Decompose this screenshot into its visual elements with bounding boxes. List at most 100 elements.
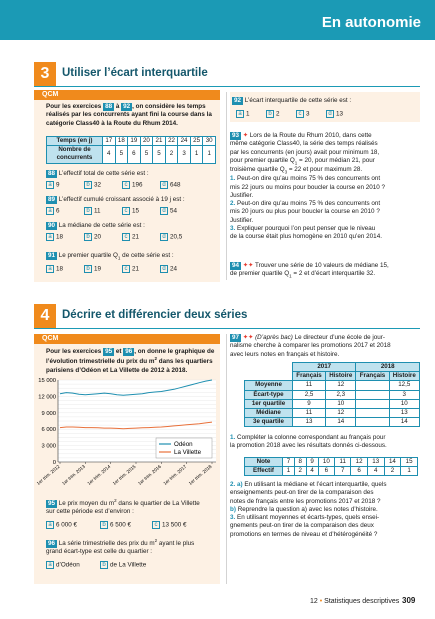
table-cell: 9 [291, 398, 327, 409]
col-francais: Français [291, 371, 327, 382]
column-divider [226, 92, 227, 280]
q94-body: 94 ✦✦ Trouver une série de 10 valeurs de… [230, 262, 422, 279]
x-tick-label: 1er trim. 2018 [188, 464, 213, 486]
y-tick-label: 15 000 [38, 378, 56, 384]
table-cell [355, 417, 390, 428]
q96-b[interactable]: b de La Villette [100, 561, 146, 570]
q95-c[interactable]: c 13 500 € [152, 521, 187, 530]
q91-c[interactable]: c 21 [122, 265, 139, 274]
ref-88: 88 [103, 103, 115, 111]
answer-text: 6 500 € [110, 521, 132, 529]
source-note: (D’après bac) [255, 334, 293, 341]
intro-text: , on considère les temps réalisés par le… [46, 103, 212, 127]
q91-d[interactable]: d 24 [160, 265, 177, 274]
table-cell: 6 [127, 145, 141, 164]
table-cell: 30 [202, 135, 216, 147]
table-cell: 14 [383, 456, 402, 468]
q89-b[interactable]: b 11 [84, 207, 101, 216]
table-cell: 11 [291, 407, 327, 419]
table-cell: 12,5 [388, 380, 421, 391]
intro-text: Pour les exercices [46, 348, 104, 355]
q92-box [230, 92, 420, 122]
part-number: b) [230, 505, 236, 513]
text-line: Peut-on dire qu’au moins 75 % des concur… [235, 200, 381, 208]
page-header-band [0, 0, 435, 40]
row-header: Effectif [244, 466, 283, 477]
q90-b[interactable]: b 20 [84, 233, 101, 242]
table-cell: 1 [400, 466, 418, 477]
q97-part2-3: 2. a) En utilisant la médiane et l’écart… [230, 481, 422, 539]
table-cell: 2,3 [325, 389, 357, 400]
q92-d[interactable]: d 13 [326, 110, 343, 119]
table-cell: 5 [152, 145, 166, 164]
q90-a[interactable]: a 18 [46, 233, 63, 242]
choice-letter: c [122, 181, 130, 189]
part-number: 1. [230, 175, 236, 183]
text-line: Le prix moyen du m [58, 500, 115, 508]
q89-d[interactable]: d 54 [160, 207, 177, 216]
answer-text: 18 [56, 233, 64, 241]
q91-number: 91 [46, 252, 58, 260]
text-line: gnements peut-on tirer de la comparaison… [230, 522, 374, 530]
table-cell: 7 [334, 466, 352, 477]
answer-text: 2 [276, 110, 280, 118]
q88-d[interactable]: d 648 [160, 181, 181, 190]
table-cell [355, 380, 390, 391]
section-4-title: Décrire et différencier deux séries [62, 309, 248, 321]
table-cell: 22 [164, 135, 179, 147]
table-cell: 14 [388, 417, 421, 428]
q92-text: L’écart interquartile de cette série est… [244, 97, 352, 104]
text-line: Compléter la colonne correspondant au fr… [235, 434, 386, 441]
table-cell: 11 [334, 456, 352, 468]
superscript: 2 [154, 538, 158, 543]
q88-b[interactable]: b 32 [84, 181, 101, 190]
q90-d[interactable]: d 20,5 [160, 233, 182, 242]
y-tick-label: 9 000 [41, 411, 56, 417]
table-cell: 8 [293, 456, 307, 468]
part-number: 3. [230, 225, 236, 233]
ref-96: 96 [123, 348, 135, 356]
choice-letter: b [84, 207, 92, 215]
row-header: Médiane [244, 407, 293, 419]
q90-c[interactable]: c 21 [122, 233, 139, 242]
q89-c[interactable]: c 15 [122, 207, 139, 216]
y-tick-label: 3 000 [41, 444, 56, 450]
answer-text: 13 [336, 110, 344, 118]
choice-letter: a [46, 521, 54, 529]
section-4-rule [34, 328, 420, 329]
grades-table: 2017 2018 Français Histoire Français Histoir… [244, 361, 421, 428]
q88-number: 88 [46, 170, 58, 178]
text-line: de la course était plus homogène en 2010… [230, 233, 382, 241]
table-cell [355, 407, 390, 419]
text-line: En utilisant moyennes et écarts-types, q… [235, 514, 380, 522]
q97-intro: 97 ✦✦ (D’après bac) Le directeur d’une é… [230, 334, 422, 359]
difficulty-star: ✦✦ [242, 334, 254, 341]
text-line: sur cette période est d’environ : [46, 508, 134, 516]
table-cell: 1 [282, 466, 295, 477]
q91-a[interactable]: a 18 [46, 265, 63, 274]
q88-c[interactable]: c 196 [122, 181, 143, 190]
q97-part1: 1. Compléter la colonne correspondant au… [230, 434, 422, 451]
table-header: Temps (en j) [46, 135, 103, 147]
table-cell [355, 389, 390, 400]
intro-text: et [114, 348, 124, 355]
y-tick-label: 12 000 [38, 394, 56, 400]
difficulty-star: ✦✦ [242, 262, 254, 269]
table-cell: 13 [366, 456, 385, 468]
page-title: En autonomie [321, 14, 421, 31]
table-cell: 3 [388, 389, 421, 400]
choice-letter: d [160, 181, 168, 189]
q91-b[interactable]: b 19 [84, 265, 101, 274]
text-line: avec leurs notes en français et histoire… [230, 350, 340, 358]
q92-number: 92 [232, 97, 244, 105]
q96-a[interactable]: a d’Odéon [46, 561, 80, 570]
text-line: Reprendre la question a) avec les notes … [235, 505, 378, 513]
intro-text: , on donne le graphique de l’évolution t… [46, 348, 215, 366]
